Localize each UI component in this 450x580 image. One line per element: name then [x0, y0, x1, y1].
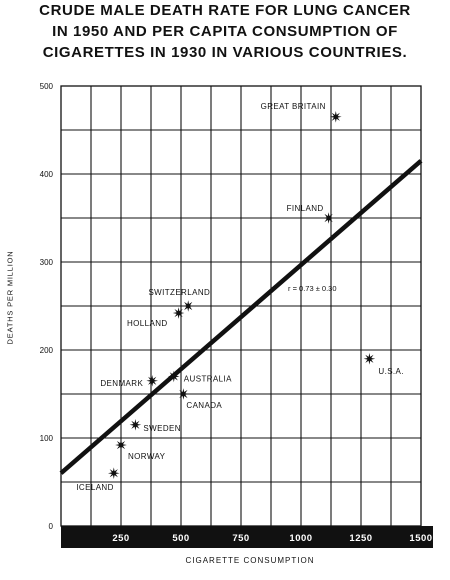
x-tick-label: 1000	[289, 533, 312, 544]
correlation-annotation: r = 0.73 ± 0.30	[288, 284, 337, 293]
x-tick-label: 500	[172, 533, 189, 544]
point-label: NORWAY	[128, 452, 166, 461]
point-label: U.S.A.	[378, 367, 404, 376]
data-point	[363, 353, 376, 365]
data-point	[129, 419, 142, 431]
y-tick-label: 200	[40, 346, 54, 355]
y-tick-label: 0	[49, 522, 54, 531]
point-label: SWITZERLAND	[148, 288, 210, 297]
data-point	[115, 439, 127, 451]
point-label: FINLAND	[287, 204, 324, 213]
y-tick-label: 300	[40, 258, 54, 267]
data-point	[146, 375, 158, 387]
x-axis-label: CIGARETTE CONSUMPTION	[185, 556, 315, 565]
data-point	[168, 370, 180, 383]
point-label: SWEDEN	[143, 424, 181, 433]
data-point	[182, 300, 194, 312]
title-line: CRUDE MALE DEATH RATE FOR LUNG CANCER	[39, 2, 411, 19]
x-tick-label: 250	[112, 533, 129, 544]
y-tick-label: 400	[40, 170, 54, 179]
title-line: IN 1950 AND PER CAPITA CONSUMPTION OF	[52, 23, 398, 40]
y-tick-label: 100	[40, 434, 54, 443]
data-point	[177, 388, 190, 400]
chart-title: CRUDE MALE DEATH RATE FOR LUNG CANCER IN…	[0, 0, 450, 63]
point-label: HOLLAND	[127, 319, 168, 328]
data-point	[322, 212, 335, 224]
point-label: ICELAND	[76, 483, 113, 492]
data-point	[330, 111, 342, 123]
point-label: GREAT BRITAIN	[261, 102, 326, 111]
x-tick-label: 1250	[349, 533, 372, 544]
x-tick-label: 1500	[409, 533, 432, 544]
x-axis-band	[61, 526, 433, 548]
data-point	[172, 307, 185, 319]
trend-line	[59, 159, 423, 475]
data-point	[108, 467, 120, 479]
point-label: CANADA	[186, 401, 222, 410]
point-label: AUSTRALIA	[184, 374, 232, 383]
title-line: CIGARETTES IN 1930 IN VARIOUS COUNTRIES.	[42, 44, 408, 61]
point-label: DENMARK	[100, 379, 143, 388]
x-tick-label: 750	[232, 533, 249, 544]
y-tick-label: 500	[40, 82, 54, 91]
